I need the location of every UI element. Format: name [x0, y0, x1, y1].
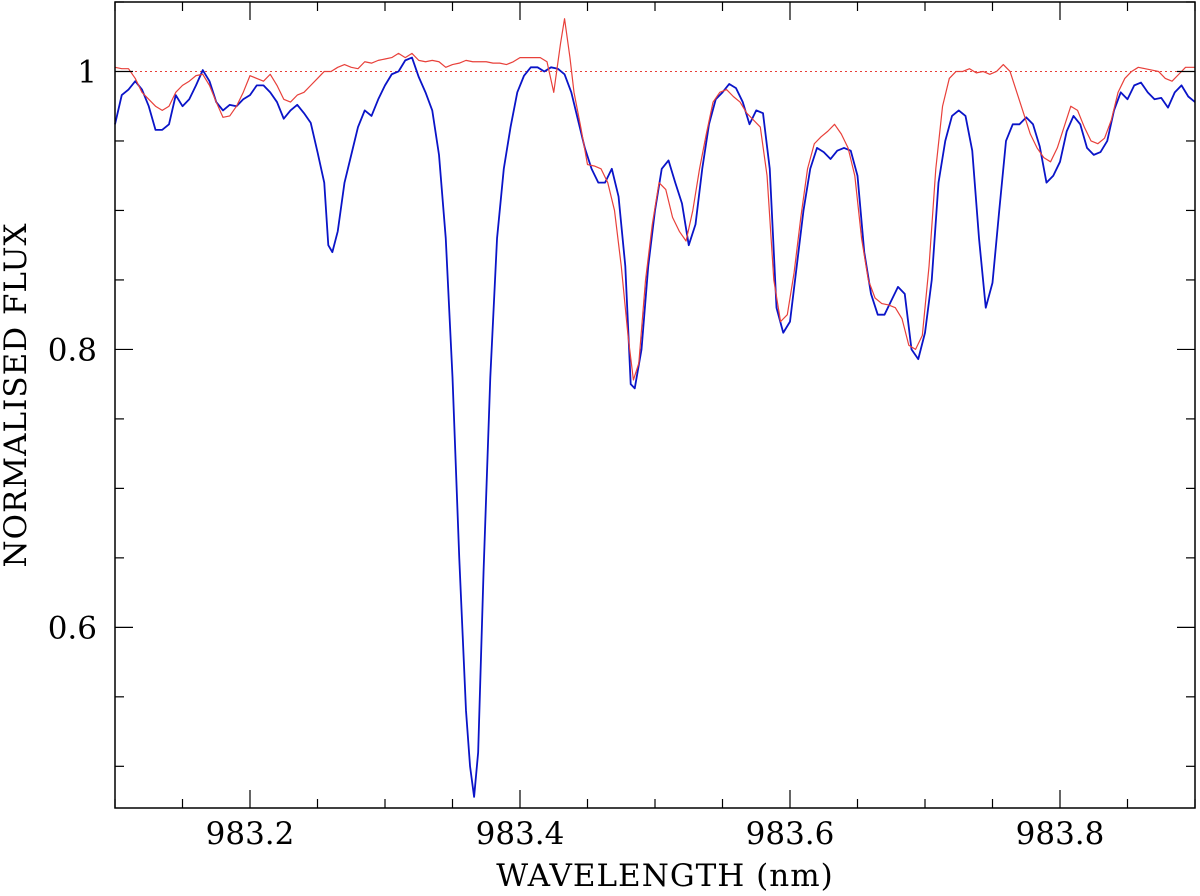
x-tick-label: 983.2	[206, 816, 295, 852]
x-tick-label: 983.6	[746, 816, 835, 852]
plot-frame	[114, 1, 1196, 809]
x-tick-label: 983.8	[1016, 816, 1105, 852]
x-tick-label: 983.4	[476, 816, 565, 852]
y-tick-label: 1	[77, 54, 97, 90]
y-tick-label: 0.6	[48, 610, 97, 646]
series-layer	[114, 18, 1196, 798]
y-axis-label: NORMALISED FLUX	[0, 222, 34, 567]
y-tick-label: 0.8	[48, 332, 97, 368]
reference-spectrum-line	[114, 18, 1195, 381]
observed-spectrum-line	[114, 56, 1196, 798]
x-axis-label: WAVELENGTH (nm)	[496, 858, 833, 894]
ticks-layer: 983.2 983.4 983.6 983.8 0.6 0.8 1	[48, 1, 1196, 852]
